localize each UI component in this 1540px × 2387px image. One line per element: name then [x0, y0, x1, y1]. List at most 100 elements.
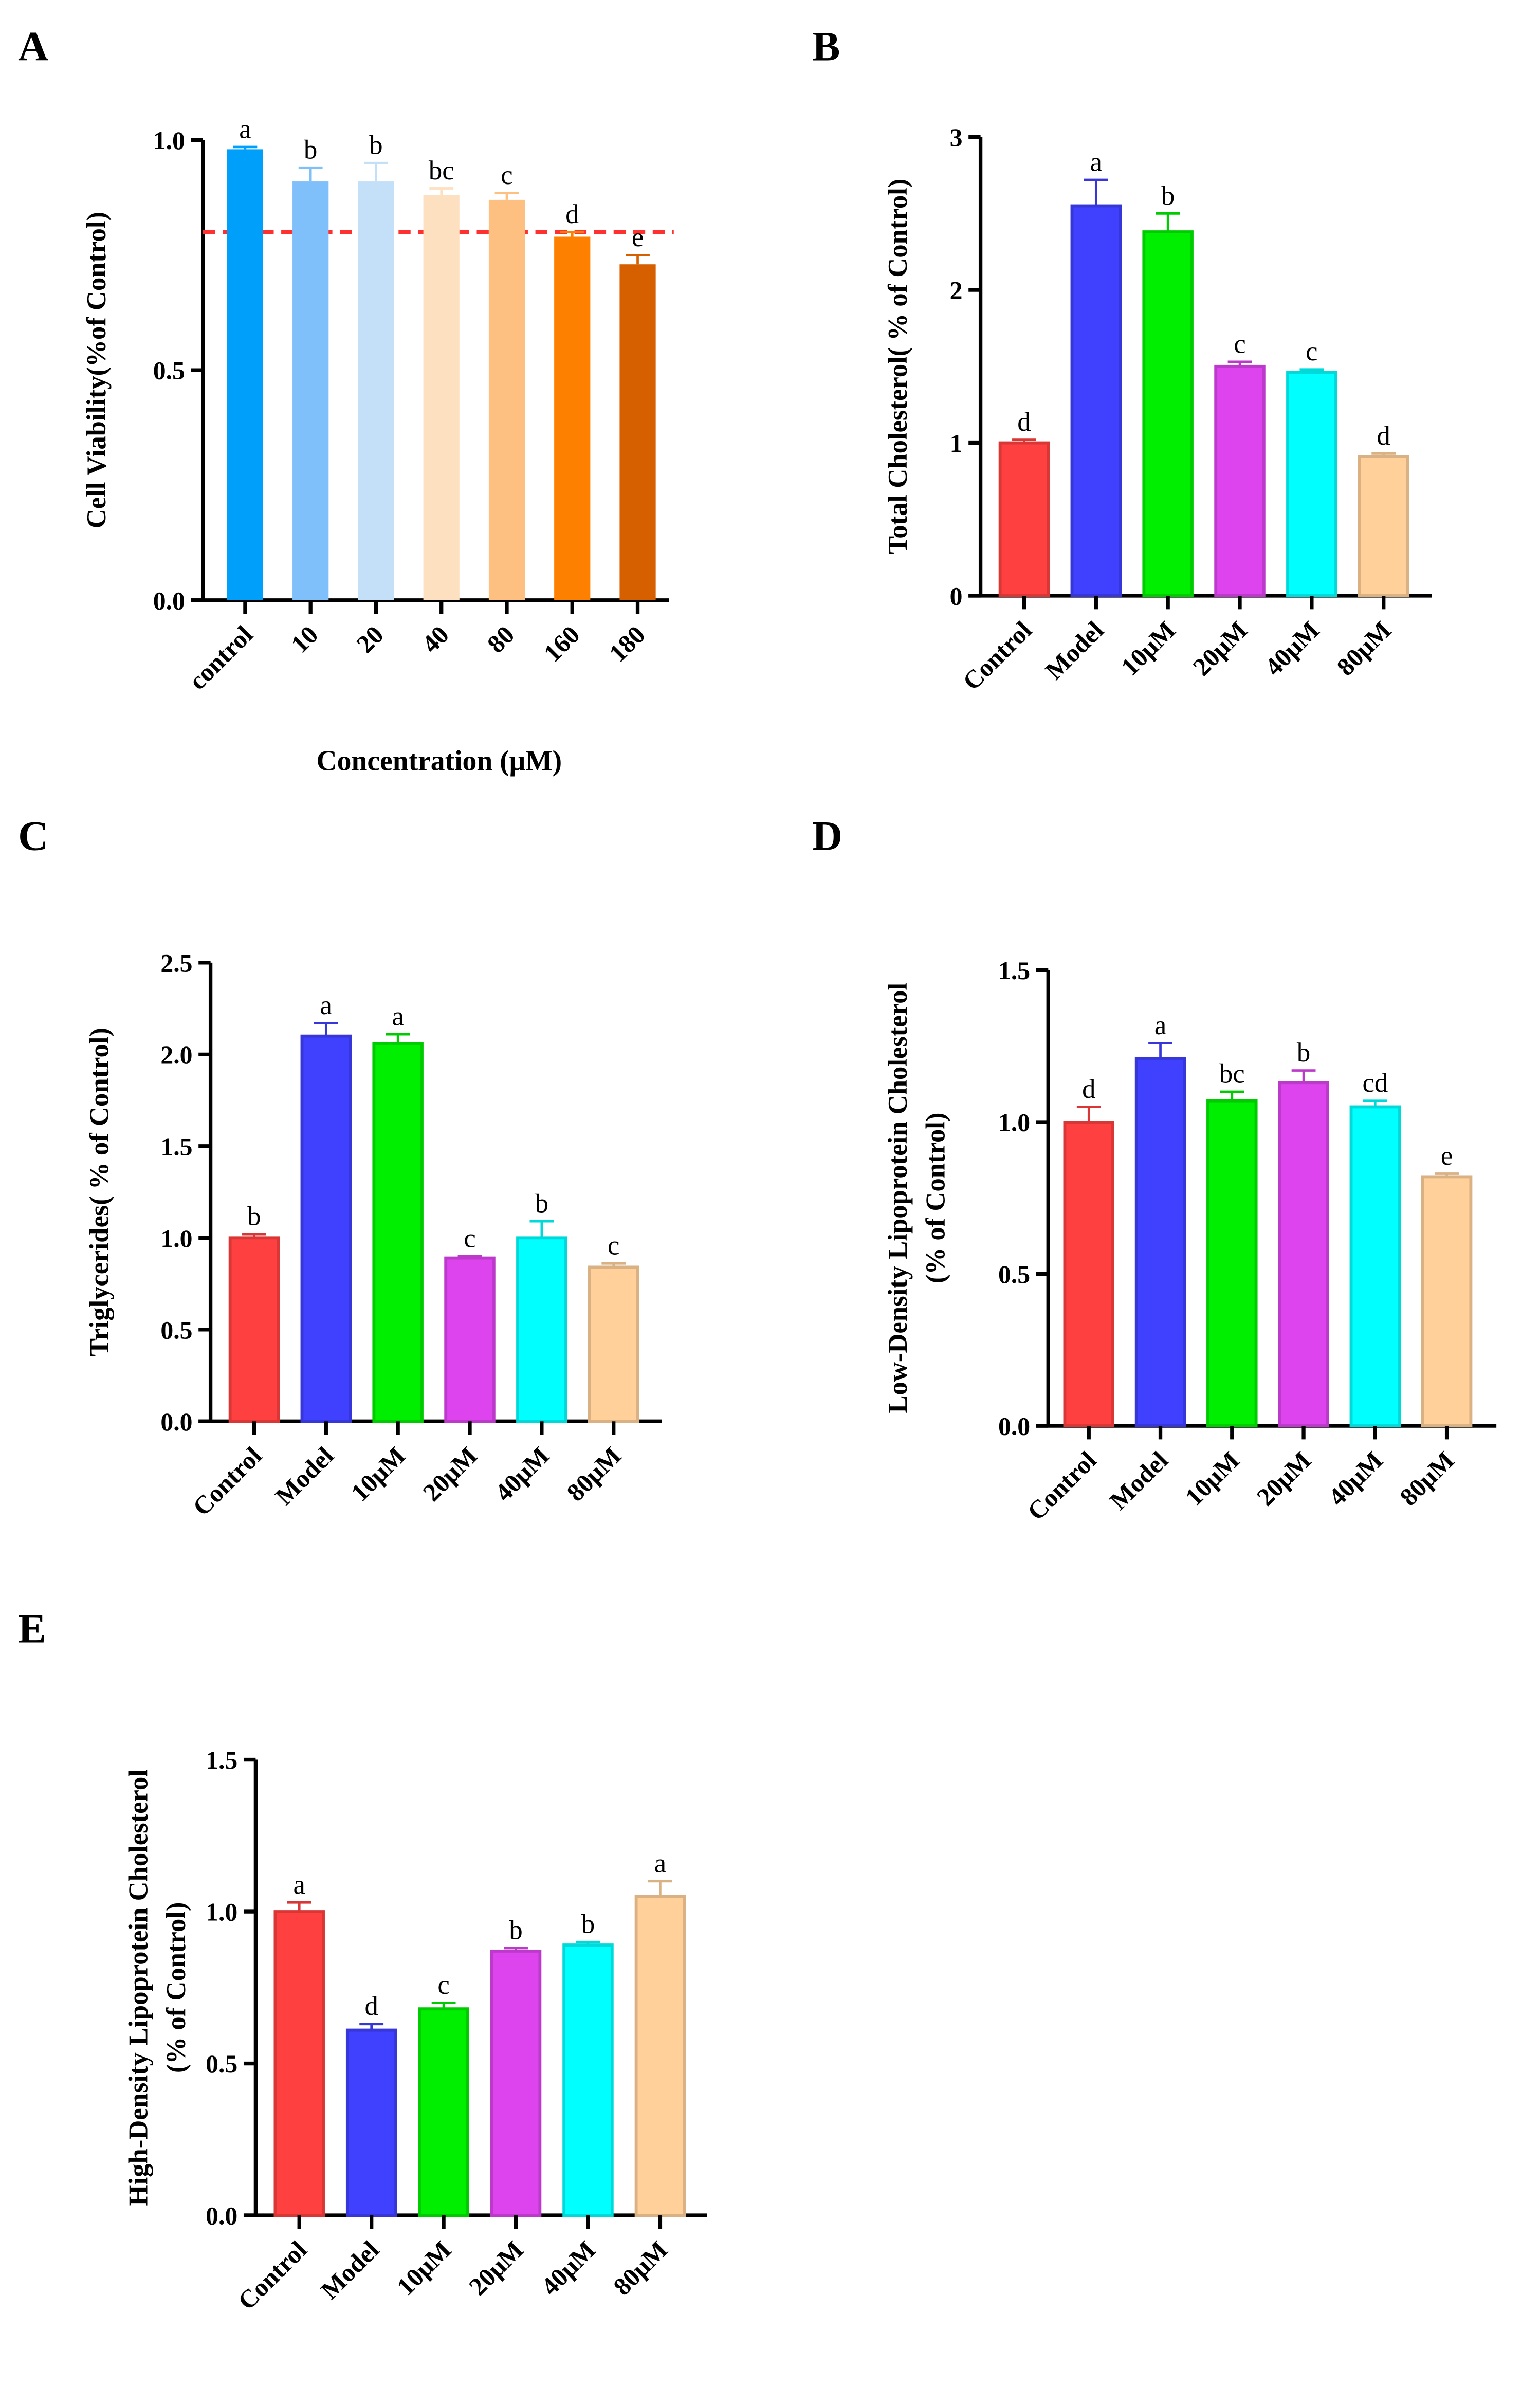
- significance-letter: e: [1441, 1141, 1453, 1171]
- bar-control: [228, 1236, 280, 1423]
- x-tick-label: Model: [1040, 616, 1109, 685]
- panel-letter: E: [18, 1605, 46, 1651]
- x-tick-label: 20μM: [1251, 1446, 1316, 1511]
- y-tick-label: 1.5: [998, 957, 1030, 985]
- significance-letter: e: [632, 223, 644, 252]
- x-tick-label: Control: [1022, 1446, 1102, 1526]
- panel-letter: B: [812, 23, 840, 69]
- x-tick-label: 10μM: [1180, 1446, 1245, 1511]
- significance-letter: b: [1297, 1038, 1310, 1068]
- bar-20μm: [1278, 1081, 1329, 1427]
- significance-letter: b: [509, 1915, 522, 1945]
- y-tick-label: 1.0: [206, 1898, 237, 1926]
- x-tick-label: 20μM: [417, 1441, 483, 1507]
- x-tick-label: 40μM: [1259, 616, 1325, 681]
- significance-letter: c: [501, 160, 512, 190]
- x-tick-label: 20: [351, 620, 389, 658]
- bar-80μm: [588, 1265, 639, 1423]
- bar-20μm: [490, 1949, 542, 2217]
- x-tick-label: 180: [603, 620, 651, 668]
- significance-letter: b: [1161, 181, 1175, 211]
- x-tick-label: Model: [315, 2235, 384, 2305]
- x-tick-label: 80: [482, 620, 520, 658]
- significance-letter: bc: [429, 156, 454, 186]
- x-tick-label: Model: [1104, 1446, 1174, 1515]
- panel-c: C 0.0 0.5 1.0 1.5 2.0 2.5 Triglycerides( % of C…: [18, 812, 662, 1521]
- x-tick-label: 80μM: [561, 1441, 627, 1507]
- bar-80: [488, 199, 525, 600]
- y-tick-label: 0: [950, 582, 963, 611]
- y-tick-label: 0.5: [160, 1316, 192, 1344]
- y-tick-label: 0.0: [153, 586, 185, 615]
- x-tick-label: 80μM: [608, 2235, 673, 2301]
- y-axis-label: High-Density Lipoprotein Cholesterol: [124, 1769, 154, 2206]
- y-tick-label: 1.5: [160, 1132, 192, 1161]
- bar-40μm: [516, 1236, 567, 1423]
- bar-40μm: [562, 1943, 614, 2217]
- significance-letter: a: [1154, 1011, 1166, 1040]
- panel-letter: D: [812, 812, 842, 859]
- x-tick-label: Model: [270, 1441, 339, 1511]
- bar-20: [358, 181, 394, 600]
- bar-10μm: [1206, 1099, 1258, 1427]
- significance-letter: c: [608, 1231, 619, 1261]
- y-tick-label: 1.0: [153, 126, 185, 155]
- x-axis-label: Concentration (μM): [317, 745, 562, 777]
- x-tick-label: 80μM: [1395, 1446, 1460, 1511]
- significance-letter: c: [1234, 329, 1245, 359]
- bar-10μm: [372, 1042, 424, 1423]
- x-tick-label: control: [184, 620, 259, 695]
- y-tick-label: 0.5: [998, 1260, 1030, 1289]
- x-tick-label: 40μM: [536, 2235, 601, 2301]
- panel-letter: A: [18, 23, 48, 69]
- y-tick-label: 2.0: [160, 1041, 192, 1069]
- x-tick-label: 20μM: [1187, 616, 1253, 681]
- y-tick-label: 1.5: [206, 1746, 237, 1774]
- x-tick-label: 20μM: [464, 2235, 529, 2301]
- bar-160: [554, 236, 591, 600]
- y-tick-label: 3: [950, 123, 963, 152]
- significance-letter: b: [369, 131, 382, 160]
- significance-letter: c: [437, 1970, 449, 2000]
- panel-e: E 0.0 0.5 1.0 1.5 High-Density Lipoprotein Ch…: [18, 1605, 707, 2316]
- y-tick-label: 0.5: [153, 357, 185, 385]
- y-axis-label: Triglycerides( % of Control): [85, 1027, 115, 1356]
- y-tick-label: 0.5: [206, 2050, 237, 2078]
- panel-b: B 0 1 2 3 Total Cholesterol( % of Control) d Co…: [812, 23, 1432, 696]
- bar-80μm: [1358, 455, 1409, 597]
- x-tick-label: 40: [416, 620, 454, 658]
- y-axis-label-line2: (% of Control): [921, 1113, 950, 1283]
- x-tick-label: 40μM: [489, 1441, 555, 1507]
- bar-10: [292, 181, 329, 600]
- y-tick-label: 0.0: [998, 1412, 1030, 1441]
- x-tick-label: Control: [187, 1441, 267, 1521]
- bar-20μm: [1214, 364, 1266, 597]
- y-tick-label: 1.0: [160, 1224, 192, 1253]
- x-tick-label: Control: [232, 2235, 312, 2315]
- significance-letter: b: [304, 135, 317, 165]
- bar-control: [998, 441, 1050, 597]
- significance-letter: b: [535, 1189, 548, 1219]
- bar-model: [345, 2028, 397, 2217]
- significance-letter: d: [1082, 1074, 1095, 1104]
- x-tick-label: Control: [957, 616, 1037, 695]
- significance-letter: a: [239, 114, 251, 144]
- significance-letter: d: [365, 1991, 378, 2021]
- significance-letter: a: [294, 1870, 305, 1900]
- x-tick-label: 10μM: [1115, 616, 1181, 681]
- y-tick-label: 1.0: [998, 1109, 1030, 1137]
- significance-letter: a: [392, 1002, 404, 1032]
- bar-control: [227, 149, 264, 600]
- significance-letter: c: [464, 1223, 475, 1253]
- bar-40: [423, 195, 460, 600]
- significance-letter: c: [1306, 337, 1317, 366]
- x-tick-label: 40μM: [1323, 1446, 1388, 1511]
- significance-letter: d: [565, 199, 579, 229]
- x-tick-label: 10μM: [391, 2235, 456, 2301]
- bar-80μm: [634, 1895, 686, 2217]
- y-axis-label: Low-Density Lipoprotein Cholesterol: [883, 983, 913, 1413]
- significance-letter: d: [1377, 421, 1390, 451]
- bar-control: [1063, 1121, 1115, 1427]
- bar-180: [619, 264, 656, 600]
